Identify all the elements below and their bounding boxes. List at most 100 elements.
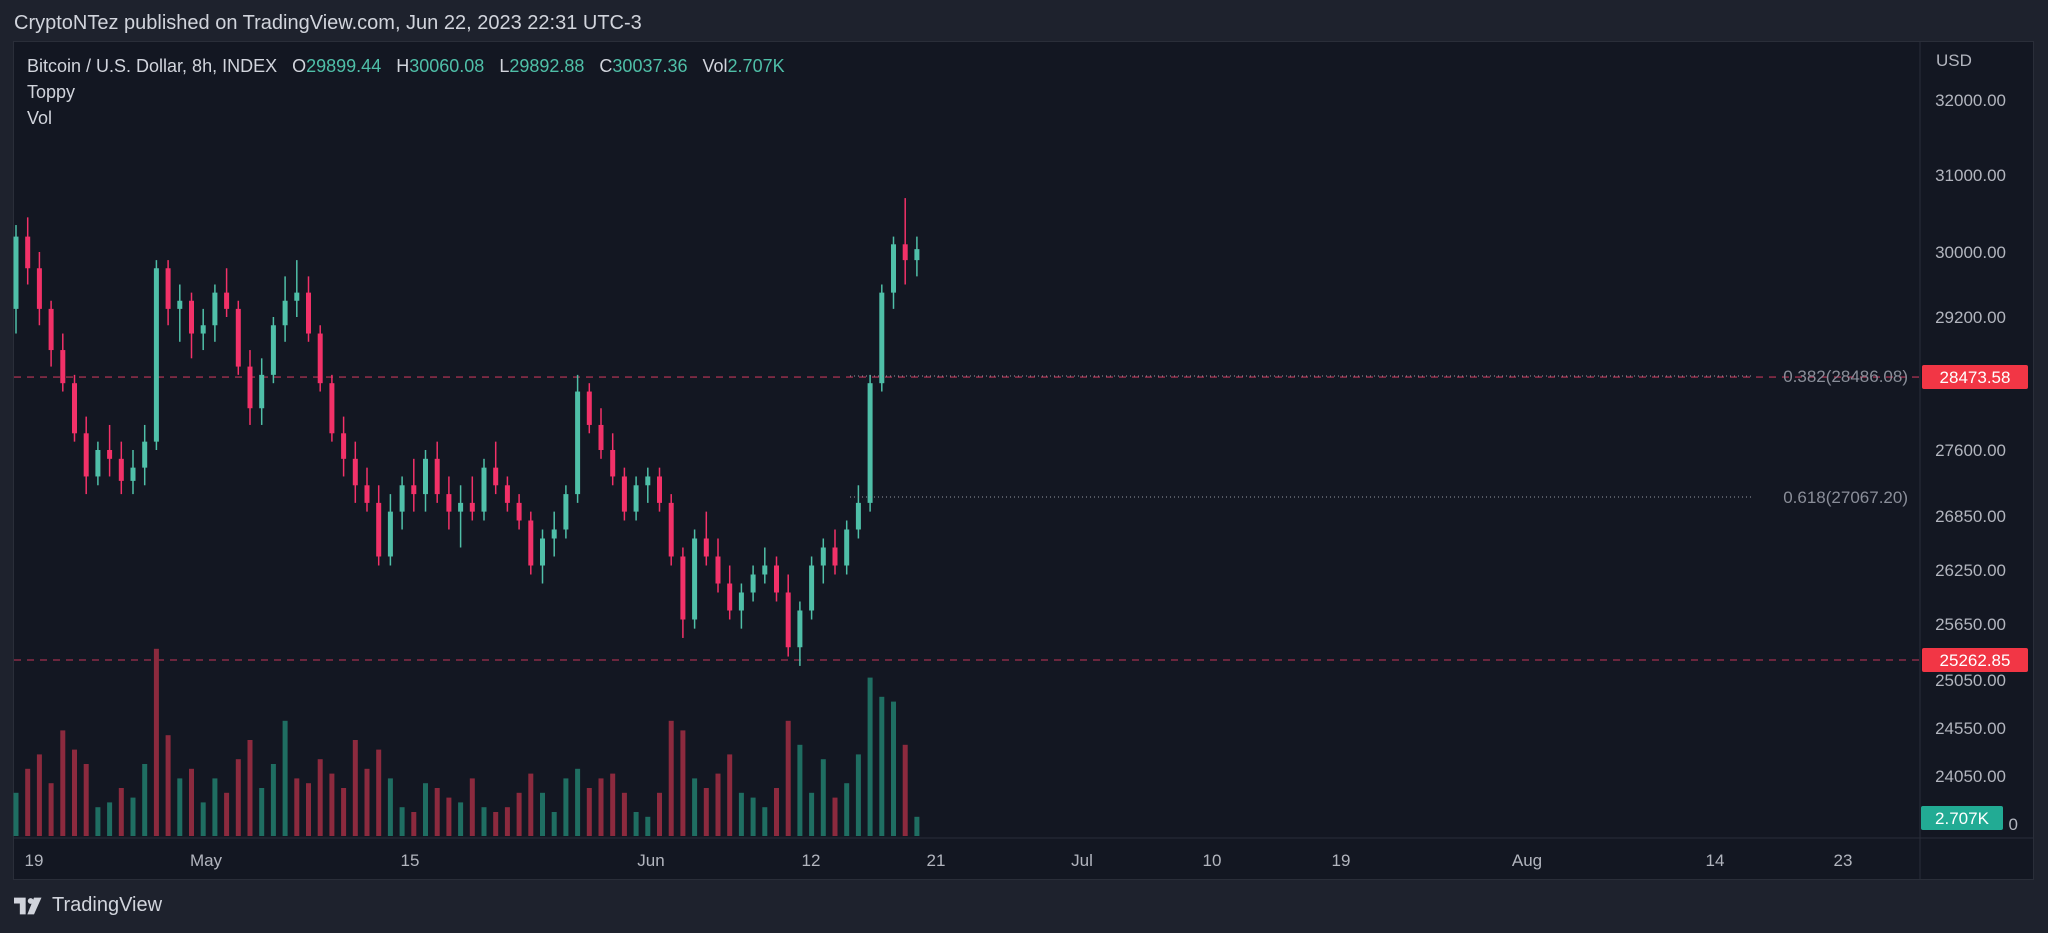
volume-bar [844,783,850,836]
candle-body [750,574,756,593]
volume-bar [727,754,733,836]
candle-body [820,547,826,566]
candle-body [621,476,627,512]
candle-body [352,458,358,486]
low-label: L [499,56,510,76]
candle-body [469,502,475,512]
volume-bar [586,788,592,836]
volume-bar [891,701,896,836]
candle-body [727,583,733,611]
candle-body [329,383,335,434]
volume-bar [13,792,19,836]
x-tick-label: 10 [1203,851,1222,870]
volume-bar [469,778,475,836]
x-tick-label: May [190,851,223,870]
candle-body [259,374,265,409]
candle-body [165,268,171,309]
candle-body [551,529,557,539]
volume-bar [645,816,651,836]
volume-bar [177,778,183,836]
candle-body [48,308,54,351]
volume-bar [458,802,464,836]
candle-body [855,502,861,530]
volume-bar [434,788,440,836]
candle-body [575,391,581,495]
chart-frame[interactable] [13,41,2034,880]
open-label: O [292,56,307,76]
candle-body [118,458,124,481]
symbol-title[interactable]: Bitcoin / U.S. Dollar, 8h, INDEX [27,56,278,76]
candle-body [774,565,779,593]
volume-bar [879,696,885,836]
candle-body [645,476,651,486]
candle-body [715,556,721,584]
candle-body [458,502,464,512]
indicator-toppy[interactable]: Toppy [27,82,76,102]
candle-body [399,485,405,512]
volume-bar [820,759,826,836]
volume-bar [423,783,428,836]
volume-bar [867,677,873,836]
indicator-vol[interactable]: Vol [27,108,53,128]
candle-body [563,494,569,530]
volume-bar [411,812,417,836]
volume-bar [563,778,569,836]
candle-body [142,441,148,468]
publisher-line: CryptoNTez published on TradingView.com,… [14,12,642,34]
candle-body [891,244,896,293]
candle-body [434,458,440,495]
volume-bar [680,730,686,836]
candle-body [680,556,686,620]
volume-bar [60,730,66,836]
candle-body [809,565,815,611]
candle-body [738,592,744,611]
volume-bar [107,802,113,836]
volume-bar [247,740,253,836]
candle-body [692,538,698,620]
volume-bar [516,792,522,836]
volume-bar [809,792,815,836]
candle-body [633,485,639,512]
volume-bar [715,773,721,836]
volume-bar [95,807,101,836]
volume-bar [797,744,803,836]
x-tick-label: 21 [927,851,946,870]
candle-body [317,333,323,384]
volume-bar [621,792,627,836]
candle-body [598,424,604,450]
brand-footer[interactable]: TradingView [14,894,162,917]
y-tick-label: 26250.00 [1935,561,2006,580]
symbol-legend: Bitcoin / U.S. Dollar, 8h, INDEX O29899.… [27,53,785,131]
brand-name: TradingView [52,894,163,916]
volume-bar [598,778,604,836]
x-tick-label: 14 [1706,851,1725,870]
volume-bar [750,797,756,836]
high-label: H [396,56,410,76]
candle-body [247,366,253,409]
candle-body [481,467,487,512]
volume-bar [294,778,300,836]
volume-bar [282,720,288,836]
volume-bar [551,812,557,836]
candle-body [446,494,452,512]
close-value: 30037.36 [612,56,688,76]
candle-body [95,450,101,477]
volume-bar [364,768,370,836]
candle-body [72,383,77,434]
volume-bar [352,740,358,836]
volume-bar [376,749,382,836]
volume-bar [25,768,31,836]
volume-bar [785,720,791,836]
x-tick-label: 23 [1834,851,1853,870]
x-tick-label: Aug [1512,851,1542,870]
volume-bar [668,720,674,836]
candle-body [703,538,709,557]
candle-body [504,485,510,503]
volume-bar [306,783,311,836]
volume-bar [341,788,347,836]
volume-bar [36,754,42,836]
candle-body [235,308,241,367]
candle-body [528,520,534,566]
candle-body [762,565,768,575]
